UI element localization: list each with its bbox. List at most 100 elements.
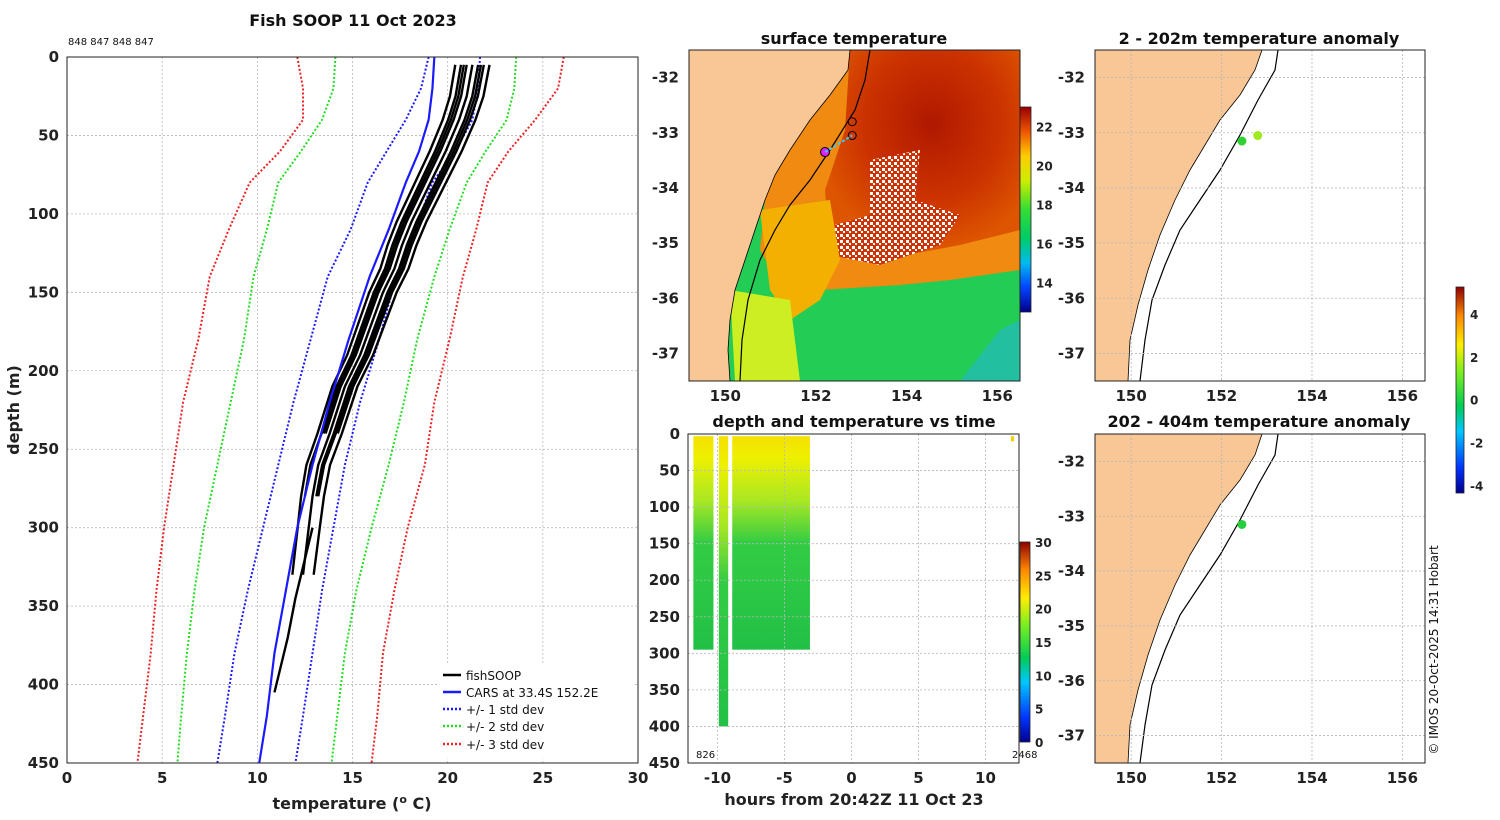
timeseries-ytick: 150: [649, 535, 680, 553]
profile-xtick: 10: [247, 769, 268, 787]
anomaly-lower-map: 202 - 404m temperature anomaly 150 152 154…: [1058, 412, 1426, 787]
anomaly-upper-points: [1237, 131, 1263, 146]
surface-track: [824, 134, 853, 153]
timeseries-segment: [732, 436, 810, 650]
timeseries-ytick: 50: [659, 462, 680, 480]
surface-points: [820, 117, 857, 158]
copyright-text: © IMOS 20-Oct-2025 14:31 Hobart: [1427, 545, 1441, 755]
timeseries-segment: [1010, 436, 1014, 442]
profile-ytick: 250: [28, 440, 59, 458]
legend-3std: +/- 3 std dev: [466, 738, 544, 752]
map-ytick: -37: [1058, 727, 1085, 745]
surface-colorbar-tick: 22: [1036, 121, 1053, 135]
timeseries-ytick: 200: [649, 571, 680, 589]
timeseries-xtick: 5: [913, 769, 923, 787]
profile-ids: 848 847 848 847: [68, 37, 154, 48]
surface-point: [847, 117, 857, 127]
timeseries-colorbar-ticks: 30 25 20 15 10 5 0: [1035, 536, 1052, 750]
anomaly-colorbar-tick: 0: [1470, 394, 1478, 408]
profile-legend: fishSOOP CARS at 33.4S 152.2E +/- 1 std …: [437, 663, 635, 759]
timeseries-ytick: 0: [670, 425, 680, 443]
timeseries-ytick: 400: [649, 717, 680, 735]
profile-fishsoop-line: [291, 64, 457, 575]
profile-fishsoop-line: [317, 64, 483, 497]
profile-ylabel: depth (m): [4, 365, 23, 455]
timeseries-colorbar-tick: 5: [1035, 703, 1043, 717]
profile-xtick: 15: [342, 769, 363, 787]
anomaly-upper-frame: [1094, 49, 1426, 382]
profile-series-3-lower: [176, 56, 337, 764]
surface-colorbar: [1019, 106, 1032, 313]
profile-title: Fish SOOP 11 Oct 2023: [249, 11, 457, 30]
timeseries-colorbar-tick: 10: [1035, 669, 1052, 683]
map-ytick: -32: [652, 69, 679, 87]
map-xtick: 152: [1206, 769, 1237, 787]
timeseries-colorbar-tick: 0: [1035, 736, 1043, 750]
anomaly-upper-map: 2 - 202m temperature anomaly 150 152 154 15…: [1058, 29, 1426, 405]
profile-series: [136, 56, 565, 764]
surface-map: surface temperature 150 152 154 156 -32 -33 -3…: [652, 29, 1053, 405]
map-ytick: -33: [1058, 507, 1085, 525]
profile-fishsoop-line: [315, 64, 480, 497]
map-xtick: 150: [710, 387, 741, 405]
timeseries-plot: depth and temperature vs time -10 -5 0 5 100…: [649, 412, 1052, 809]
profile-frame: [66, 56, 639, 764]
map-ytick: -33: [652, 124, 679, 142]
profile-fishsoop-deep: [273, 527, 314, 693]
profile-ytick: 200: [28, 362, 59, 380]
anomaly-lower-grid: [1095, 434, 1425, 763]
timeseries-ytick: 250: [649, 608, 680, 626]
timeseries-ytick: 300: [649, 644, 680, 662]
timeseries-frame: [687, 433, 1020, 764]
map-ytick: -34: [1058, 179, 1085, 197]
surface-point: [847, 131, 857, 141]
timeseries-ytick: 100: [649, 498, 680, 516]
timeseries-xtick: -5: [776, 769, 793, 787]
profile-ytick: 400: [28, 676, 59, 694]
profile-ytick: 300: [28, 519, 59, 537]
profile-plot: Fish SOOP 11 Oct 2023 848 847 848 847 0 5…: [4, 11, 648, 813]
profile-xtick: 30: [628, 769, 649, 787]
map-ytick: -35: [1058, 617, 1085, 635]
profile-ytick: 150: [28, 283, 59, 301]
timeseries-segment: [693, 436, 714, 650]
legend-1std: +/- 1 std dev: [466, 703, 544, 717]
profile-fishsoop-line: [303, 64, 463, 497]
timeseries-corner-left: 826: [696, 750, 715, 761]
map-xtick: 154: [891, 387, 922, 405]
surface-colorbar-ticks: 14 16 18 20 22: [1036, 121, 1053, 291]
surface-colorbar-tick: 20: [1036, 160, 1053, 174]
timeseries-xlabel: hours from 20:42Z 11 Oct 23: [724, 790, 983, 809]
profile-fishsoop-line: [301, 64, 474, 575]
profile-xlabel: temperature (o C): [272, 793, 431, 813]
profile-xtick: 25: [532, 769, 553, 787]
anomaly-lower-points: [1237, 519, 1247, 529]
anomaly-colorbar-ticks: 4 2 0 -2 -4: [1470, 308, 1483, 494]
profile-xtick: 0: [62, 769, 72, 787]
timeseries-xtick: 0: [846, 769, 856, 787]
map-ytick: -32: [1058, 452, 1085, 470]
timeseries-xtick: -10: [704, 769, 731, 787]
anomaly-colorbar-group: 4 2 0 -2 -4: [1455, 286, 1483, 494]
timeseries-colorbar-tick: 25: [1035, 569, 1052, 583]
surface-colorbar-tick: 14: [1036, 277, 1053, 291]
profile-fishsoop-line: [324, 64, 468, 434]
anomaly-lower-point: [1237, 519, 1247, 529]
anomaly-colorbar-tick: 2: [1470, 351, 1478, 365]
map-xtick: 156: [1387, 769, 1418, 787]
timeseries-ytick: 350: [649, 681, 680, 699]
anomaly-upper-point: [1253, 131, 1263, 141]
anomaly-lower-frame: [1094, 433, 1426, 764]
profile-fishsoop-line: [312, 64, 491, 575]
surface-title: surface temperature: [761, 29, 948, 48]
map-xtick: 156: [982, 387, 1013, 405]
profile-fishsoop-line: [322, 64, 466, 434]
timeseries-corner-right: 2468: [1012, 750, 1037, 761]
map-xtick: 152: [800, 387, 831, 405]
profile-ytick: 0: [49, 48, 59, 66]
anomaly-colorbar-tick: 4: [1470, 308, 1478, 322]
profile-grid: [67, 57, 638, 763]
timeseries-ytick: 450: [649, 754, 680, 772]
anomaly-colorbar-tick: -4: [1470, 480, 1483, 494]
